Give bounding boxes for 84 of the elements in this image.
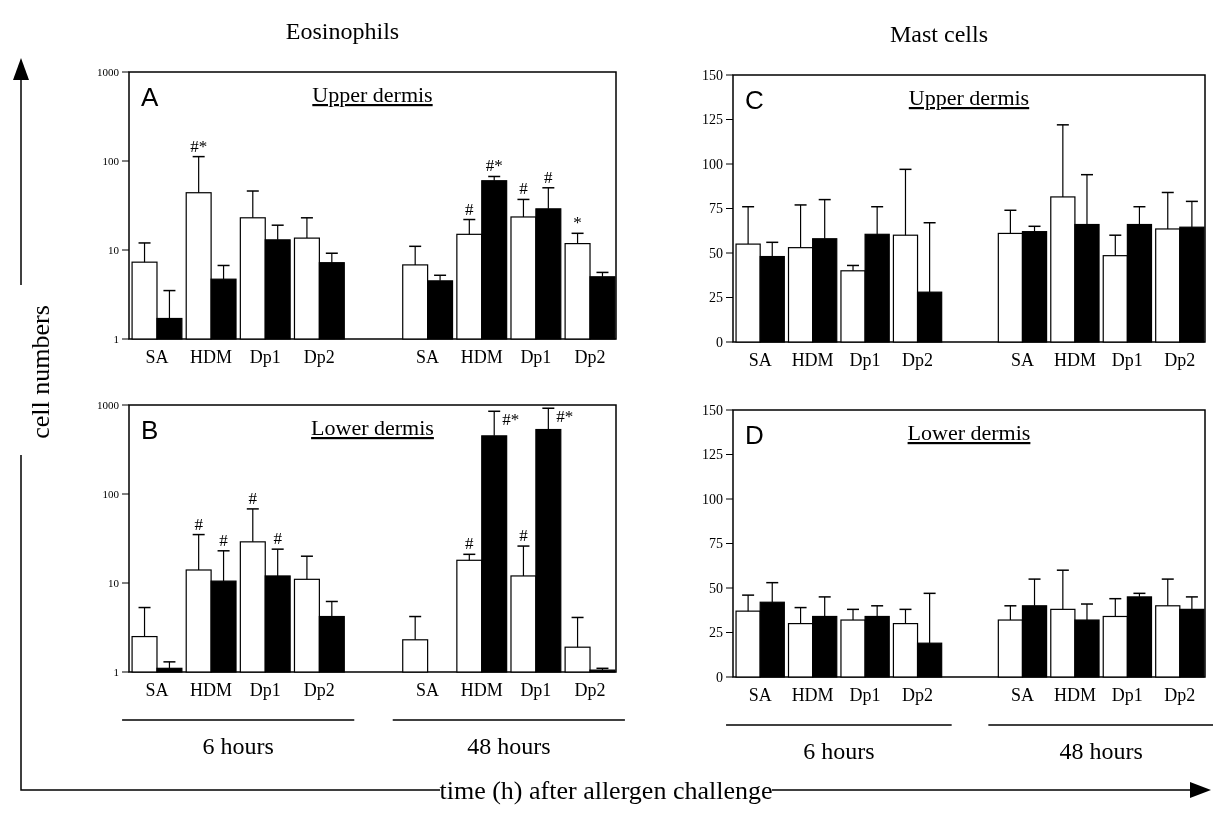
x-tick-label: Dp2: [574, 680, 606, 700]
data-label: #: [519, 179, 529, 199]
data-label: #: [544, 167, 554, 187]
x-tick-label: Dp1: [1111, 350, 1143, 370]
y-tick-label: 50: [709, 245, 723, 261]
x-tick-label: Dp2: [303, 680, 335, 700]
data-label: #*: [502, 410, 520, 430]
data-label: #: [465, 199, 475, 219]
y-tick-label: 125: [702, 447, 723, 463]
x-axis-title: time (h) after allergen challenge: [439, 776, 773, 806]
y-tick-label: 10: [108, 576, 120, 589]
x-tick-label: HDM: [190, 680, 233, 700]
y-tick-label: 125: [702, 112, 723, 128]
text: Lower dermis: [311, 415, 434, 440]
x-tick-label: Dp1: [520, 680, 552, 700]
x-tick-label: Dp1: [849, 350, 881, 370]
data-label: #: [465, 534, 475, 554]
data-label: #: [219, 530, 229, 550]
annotation: D: [745, 420, 764, 450]
annotation: B: [141, 415, 159, 445]
x-tick-label: SA: [748, 350, 772, 370]
x-tick-label: HDM: [791, 350, 834, 370]
y-tick-label: 10: [108, 243, 120, 256]
x-tick-label: Dp2: [902, 685, 934, 705]
data-label: *: [573, 213, 582, 233]
x-tick-label: HDM: [791, 685, 834, 705]
x-tick-label: HDM: [460, 347, 503, 367]
y-tick-label: 100: [102, 154, 120, 167]
y-tick-label: 1000: [97, 398, 120, 411]
y-tick-label: 25: [709, 290, 723, 306]
x-tick-label: Dp1: [520, 347, 552, 367]
x-tick-label: Dp1: [249, 347, 281, 367]
x-tick-label: SA: [416, 347, 440, 367]
x-tick-label: SA: [1010, 350, 1034, 370]
y-tick-label: 1: [113, 332, 119, 345]
annotation: C: [745, 85, 764, 115]
x-tick-label: HDM: [190, 347, 233, 367]
text: Upper dermis: [312, 82, 433, 107]
data-label: #*: [190, 136, 208, 156]
data-label: #: [273, 529, 283, 549]
data-label: #: [248, 488, 258, 508]
y-tick-label: 1000: [97, 65, 120, 78]
x-tick-label: Dp1: [249, 680, 281, 700]
y-tick-label: 75: [709, 536, 723, 552]
data-label: #: [194, 514, 204, 534]
annotation: A: [141, 82, 159, 112]
x-tick-label: SA: [748, 685, 772, 705]
data-label: #: [519, 526, 529, 546]
y-tick-label: 150: [702, 67, 723, 83]
x-tick-label: HDM: [1053, 350, 1096, 370]
x-tick-label: Dp1: [849, 685, 881, 705]
y-tick-label: 50: [709, 580, 723, 596]
text: 6 hours: [803, 738, 875, 764]
y-tick-label: 75: [709, 201, 723, 217]
x-tick-label: Dp2: [303, 347, 335, 367]
x-tick-label: SA: [145, 347, 169, 367]
text: 6 hours: [202, 733, 274, 759]
text: Upper dermis: [908, 85, 1030, 110]
y-tick-label: 0: [716, 334, 723, 350]
chart-title: Mast cells: [890, 21, 988, 47]
x-tick-label: Dp2: [1164, 685, 1196, 705]
text: Lower dermis: [907, 420, 1031, 445]
x-tick-label: SA: [1010, 685, 1034, 705]
y-tick-label: 100: [702, 491, 723, 507]
x-tick-label: Dp1: [1111, 685, 1143, 705]
y-tick-label: 150: [702, 402, 723, 418]
y-axis-title: cell numbers: [26, 305, 56, 439]
chart-title: Eosinophils: [285, 18, 400, 44]
text: 48 hours: [467, 733, 551, 759]
x-tick-label: HDM: [460, 680, 503, 700]
x-tick-label: Dp2: [1164, 350, 1196, 370]
data-label: #*: [556, 407, 574, 427]
x-tick-label: HDM: [1053, 685, 1096, 705]
y-tick-label: 1: [113, 665, 119, 678]
y-tick-label: 100: [702, 156, 723, 172]
y-tick-label: 100: [102, 487, 120, 500]
x-tick-label: SA: [416, 680, 440, 700]
y-tick-label: 0: [716, 669, 723, 685]
x-tick-label: Dp2: [902, 350, 934, 370]
text: 48 hours: [1059, 738, 1143, 764]
x-tick-label: Dp2: [574, 347, 606, 367]
x-tick-label: SA: [145, 680, 169, 700]
data-label: #*: [485, 156, 503, 176]
y-tick-label: 25: [709, 625, 723, 641]
